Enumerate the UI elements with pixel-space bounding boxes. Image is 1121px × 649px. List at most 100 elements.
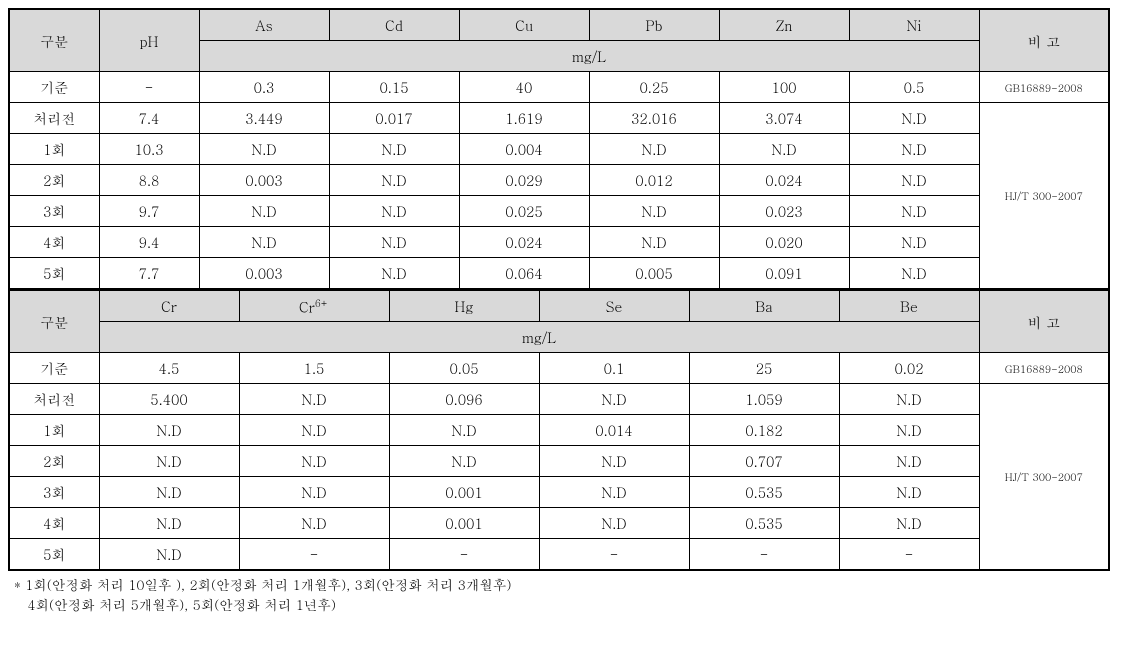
cell: 0.535 [689, 508, 839, 539]
cell: 3.074 [719, 103, 849, 134]
row-label: 4회 [9, 508, 99, 539]
chemical-table-2: 구분 Cr Cr6+ Hg Se Ba Be 비 고 mg/L 기준 4.5 1… [8, 290, 1110, 571]
col-category: 구분 [9, 291, 99, 353]
cell: - [99, 72, 199, 103]
col-ni: Ni [849, 9, 979, 41]
table-row: 기준 - 0.3 0.15 40 0.25 100 0.5 GB16889-20… [9, 72, 1109, 103]
cell: 0.001 [389, 477, 539, 508]
cell: 9.4 [99, 227, 199, 258]
cell: - [389, 539, 539, 571]
cell: 0.05 [389, 353, 539, 384]
cell: N.D [99, 446, 239, 477]
cell: N.D [239, 415, 389, 446]
cell: N.D [239, 477, 389, 508]
table-row: 1회 N.D N.D N.D 0.014 0.182 N.D [9, 415, 1109, 446]
cell: N.D [849, 258, 979, 290]
table-row: 기준 4.5 1.5 0.05 0.1 25 0.02 GB16889-2008 [9, 353, 1109, 384]
col-se: Se [539, 291, 689, 322]
cell: 0.5 [849, 72, 979, 103]
cell: N.D [99, 415, 239, 446]
cell: 0.182 [689, 415, 839, 446]
cell: 0.020 [719, 227, 849, 258]
col-remarks: 비 고 [979, 291, 1109, 353]
cell: N.D [849, 196, 979, 227]
cell: 0.25 [589, 72, 719, 103]
cell: 0.024 [459, 227, 589, 258]
cell: N.D [539, 446, 689, 477]
cr6-sup: 6+ [315, 296, 329, 310]
cell: 1.059 [689, 384, 839, 415]
col-cr: Cr [99, 291, 239, 322]
col-hg: Hg [389, 291, 539, 322]
row-label: 3회 [9, 477, 99, 508]
cell: N.D [239, 508, 389, 539]
cell: N.D [239, 384, 389, 415]
table-row: 4회 N.D N.D 0.001 N.D 0.535 N.D [9, 508, 1109, 539]
cell: 4.5 [99, 353, 239, 384]
col-cu: Cu [459, 9, 589, 41]
table-row: 4회 9.4 N.D N.D 0.024 N.D 0.020 N.D [9, 227, 1109, 258]
cell: 0.029 [459, 165, 589, 196]
row-label: 4회 [9, 227, 99, 258]
cell: 25 [689, 353, 839, 384]
cr6-base: Cr [299, 296, 315, 316]
row-label: 1회 [9, 415, 99, 446]
cell: N.D [389, 415, 539, 446]
cell: - [539, 539, 689, 571]
cell: 0.025 [459, 196, 589, 227]
cell: N.D [329, 165, 459, 196]
cell: 1.5 [239, 353, 389, 384]
cell: N.D [99, 508, 239, 539]
cell: N.D [389, 446, 539, 477]
remarks-cell: GB16889-2008 [979, 72, 1109, 103]
cell: N.D [849, 134, 979, 165]
table-row: 1회 10.3 N.D N.D 0.004 N.D N.D N.D [9, 134, 1109, 165]
cell: 0.3 [199, 72, 329, 103]
cell: N.D [199, 227, 329, 258]
cell: 9.7 [99, 196, 199, 227]
col-cr6: Cr6+ [239, 291, 389, 322]
cell: N.D [839, 384, 979, 415]
row-label: 기준 [9, 72, 99, 103]
cell: N.D [99, 477, 239, 508]
row-label: 2회 [9, 165, 99, 196]
cell: N.D [99, 539, 239, 571]
cell: N.D [849, 165, 979, 196]
table-row: 2회 8.8 0.003 N.D 0.029 0.012 0.024 N.D [9, 165, 1109, 196]
cell: N.D [849, 227, 979, 258]
header-row-1: 구분 Cr Cr6+ Hg Se Ba Be 비 고 [9, 291, 1109, 322]
col-zn: Zn [719, 9, 849, 41]
cell: 0.001 [389, 508, 539, 539]
cell: 0.023 [719, 196, 849, 227]
cell: N.D [839, 415, 979, 446]
cell: 0.004 [459, 134, 589, 165]
cell: - [239, 539, 389, 571]
cell: 7.7 [99, 258, 199, 290]
cell: 0.003 [199, 165, 329, 196]
table-row: 3회 9.7 N.D N.D 0.025 N.D 0.023 N.D [9, 196, 1109, 227]
col-remarks: 비 고 [979, 9, 1109, 72]
cell: N.D [199, 134, 329, 165]
cell: 0.005 [589, 258, 719, 290]
cell: 0.1 [539, 353, 689, 384]
cell: 0.003 [199, 258, 329, 290]
cell: N.D [589, 227, 719, 258]
cell: 0.535 [689, 477, 839, 508]
cell: N.D [539, 384, 689, 415]
cell: 0.15 [329, 72, 459, 103]
row-label: 5회 [9, 258, 99, 290]
cell: N.D [589, 134, 719, 165]
row-label: 1회 [9, 134, 99, 165]
cell: 40 [459, 72, 589, 103]
cell: N.D [239, 446, 389, 477]
table-row: 5회 N.D - - - - - [9, 539, 1109, 571]
table-row: 처리전 7.4 3.449 0.017 1.619 32.016 3.074 N… [9, 103, 1109, 134]
cell: 0.017 [329, 103, 459, 134]
cell: N.D [719, 134, 849, 165]
cell: 0.064 [459, 258, 589, 290]
cell: 32.016 [589, 103, 719, 134]
row-label: 2회 [9, 446, 99, 477]
cell: N.D [839, 446, 979, 477]
header-row-2: mg/L [9, 322, 1109, 353]
cell: N.D [329, 134, 459, 165]
